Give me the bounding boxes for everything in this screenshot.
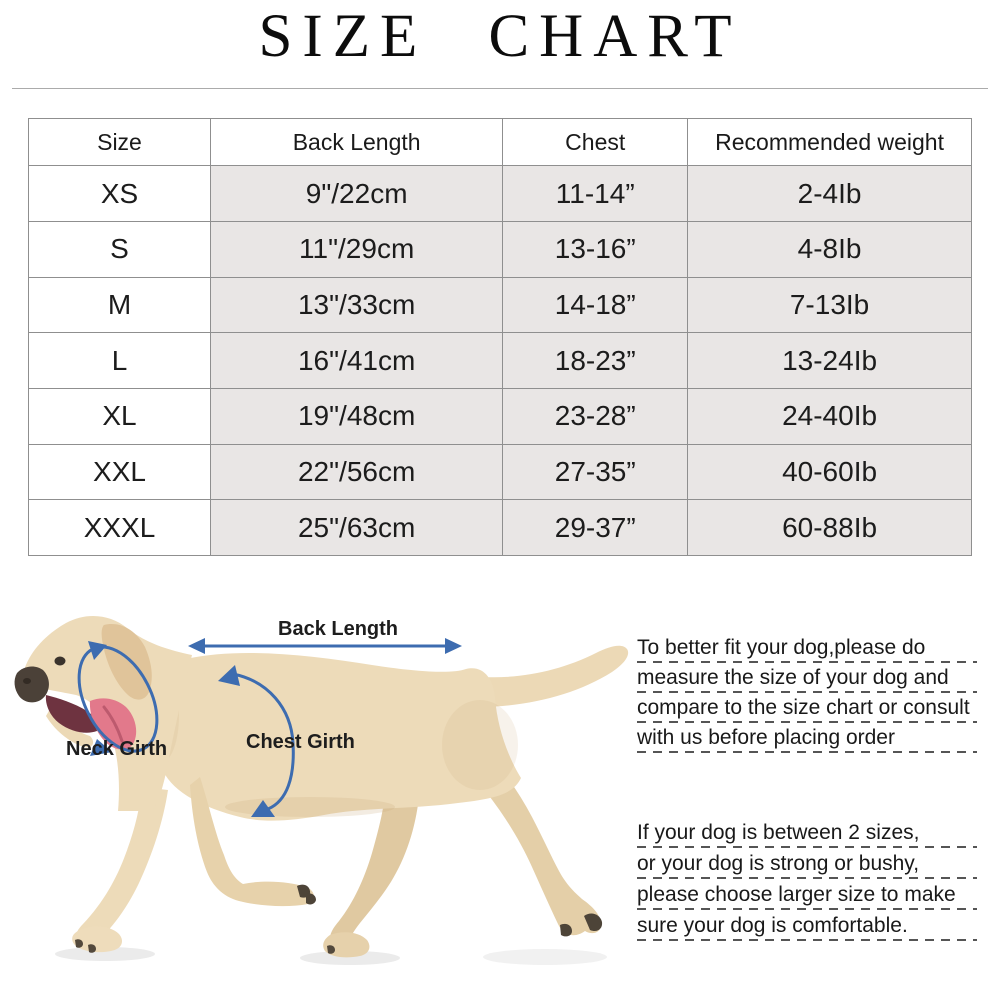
note-line: or your dog is strong or bushy,: [637, 849, 977, 880]
cell-back-length: 9"/22cm: [209, 165, 504, 222]
cell-chest: 13-16”: [502, 220, 689, 278]
note-line: sure your dog is comfortable.: [637, 911, 977, 942]
cell-weight: 7-13Ib: [687, 276, 972, 334]
cell-size: L: [28, 332, 211, 389]
cell-back-length: 16"/41cm: [209, 332, 504, 389]
table-row: XS 9"/22cm 11-14” 2-4Ib: [28, 165, 972, 222]
cell-back-length: 22"/56cm: [209, 443, 504, 501]
chest-girth-loop: [232, 672, 295, 811]
fit-note: To better fit your dog,please do measure…: [637, 634, 977, 754]
cell-weight: 40-60Ib: [687, 443, 972, 501]
cell-back-length: 25"/63cm: [209, 499, 504, 556]
cell-chest: 29-37”: [502, 499, 689, 556]
cell-size: S: [28, 220, 211, 278]
cell-weight: 4-8Ib: [687, 220, 972, 278]
cell-chest: 11-14”: [502, 165, 689, 222]
table-row: S 11"/29cm 13-16” 4-8Ib: [28, 220, 972, 278]
table-row: XXXL 25"/63cm 29-37” 60-88Ib: [28, 499, 972, 556]
note-line: If your dog is between 2 sizes,: [637, 818, 977, 849]
cell-chest: 18-23”: [502, 332, 689, 389]
cell-weight: 24-40Ib: [687, 387, 972, 445]
size-table: Size Back Length Chest Recommended weigh…: [28, 117, 972, 556]
header-chest: Chest: [502, 117, 689, 167]
cell-weight: 13-24Ib: [687, 332, 972, 389]
cell-chest: 23-28”: [502, 387, 689, 445]
cell-size: XL: [28, 387, 211, 445]
cell-back-length: 11"/29cm: [209, 220, 504, 278]
ground-shadow: [55, 947, 607, 965]
header-size: Size: [28, 117, 211, 167]
cell-chest: 27-35”: [502, 443, 689, 501]
table-row: XL 19"/48cm 23-28” 24-40Ib: [28, 387, 972, 445]
header-back-length: Back Length: [209, 117, 504, 167]
size-table-container: Size Back Length Chest Recommended weigh…: [28, 117, 972, 556]
cell-weight: 2-4Ib: [687, 165, 972, 222]
cell-weight: 60-88Ib: [687, 499, 972, 556]
note-line: To better fit your dog,please do: [637, 634, 977, 664]
cell-size: M: [28, 276, 211, 334]
cell-size: XXL: [28, 443, 211, 501]
sizing-advice-note: If your dog is between 2 sizes, or your …: [637, 818, 977, 942]
table-row: L 16"/41cm 18-23” 13-24Ib: [28, 332, 972, 389]
table-row: XXL 22"/56cm 27-35” 40-60Ib: [28, 443, 972, 501]
dog-body: [14, 615, 629, 958]
table-header-row: Size Back Length Chest Recommended weigh…: [28, 117, 972, 167]
note-line: compare to the size chart or consult: [637, 694, 977, 724]
note-line: please choose larger size to make: [637, 880, 977, 911]
measurement-annotations: [77, 638, 462, 817]
note-line: with us before placing order: [637, 724, 977, 754]
dog-measurement-illustration: [14, 615, 629, 965]
cell-size: XS: [28, 165, 211, 222]
cell-size: XXXL: [28, 499, 211, 556]
cell-back-length: 19"/48cm: [209, 387, 504, 445]
header-weight: Recommended weight: [687, 117, 972, 167]
chest-girth-label: Chest Girth: [246, 731, 355, 753]
cell-chest: 14-18”: [502, 276, 689, 334]
table-row: M 13"/33cm 14-18” 7-13Ib: [28, 276, 972, 334]
note-line: measure the size of your dog and: [637, 664, 977, 694]
cell-back-length: 13"/33cm: [209, 276, 504, 334]
back-length-label: Back Length: [278, 618, 399, 640]
title-divider: [12, 88, 988, 89]
page-title: SIZE CHART: [258, 3, 742, 70]
neck-girth-label: Neck Girth: [66, 738, 168, 760]
